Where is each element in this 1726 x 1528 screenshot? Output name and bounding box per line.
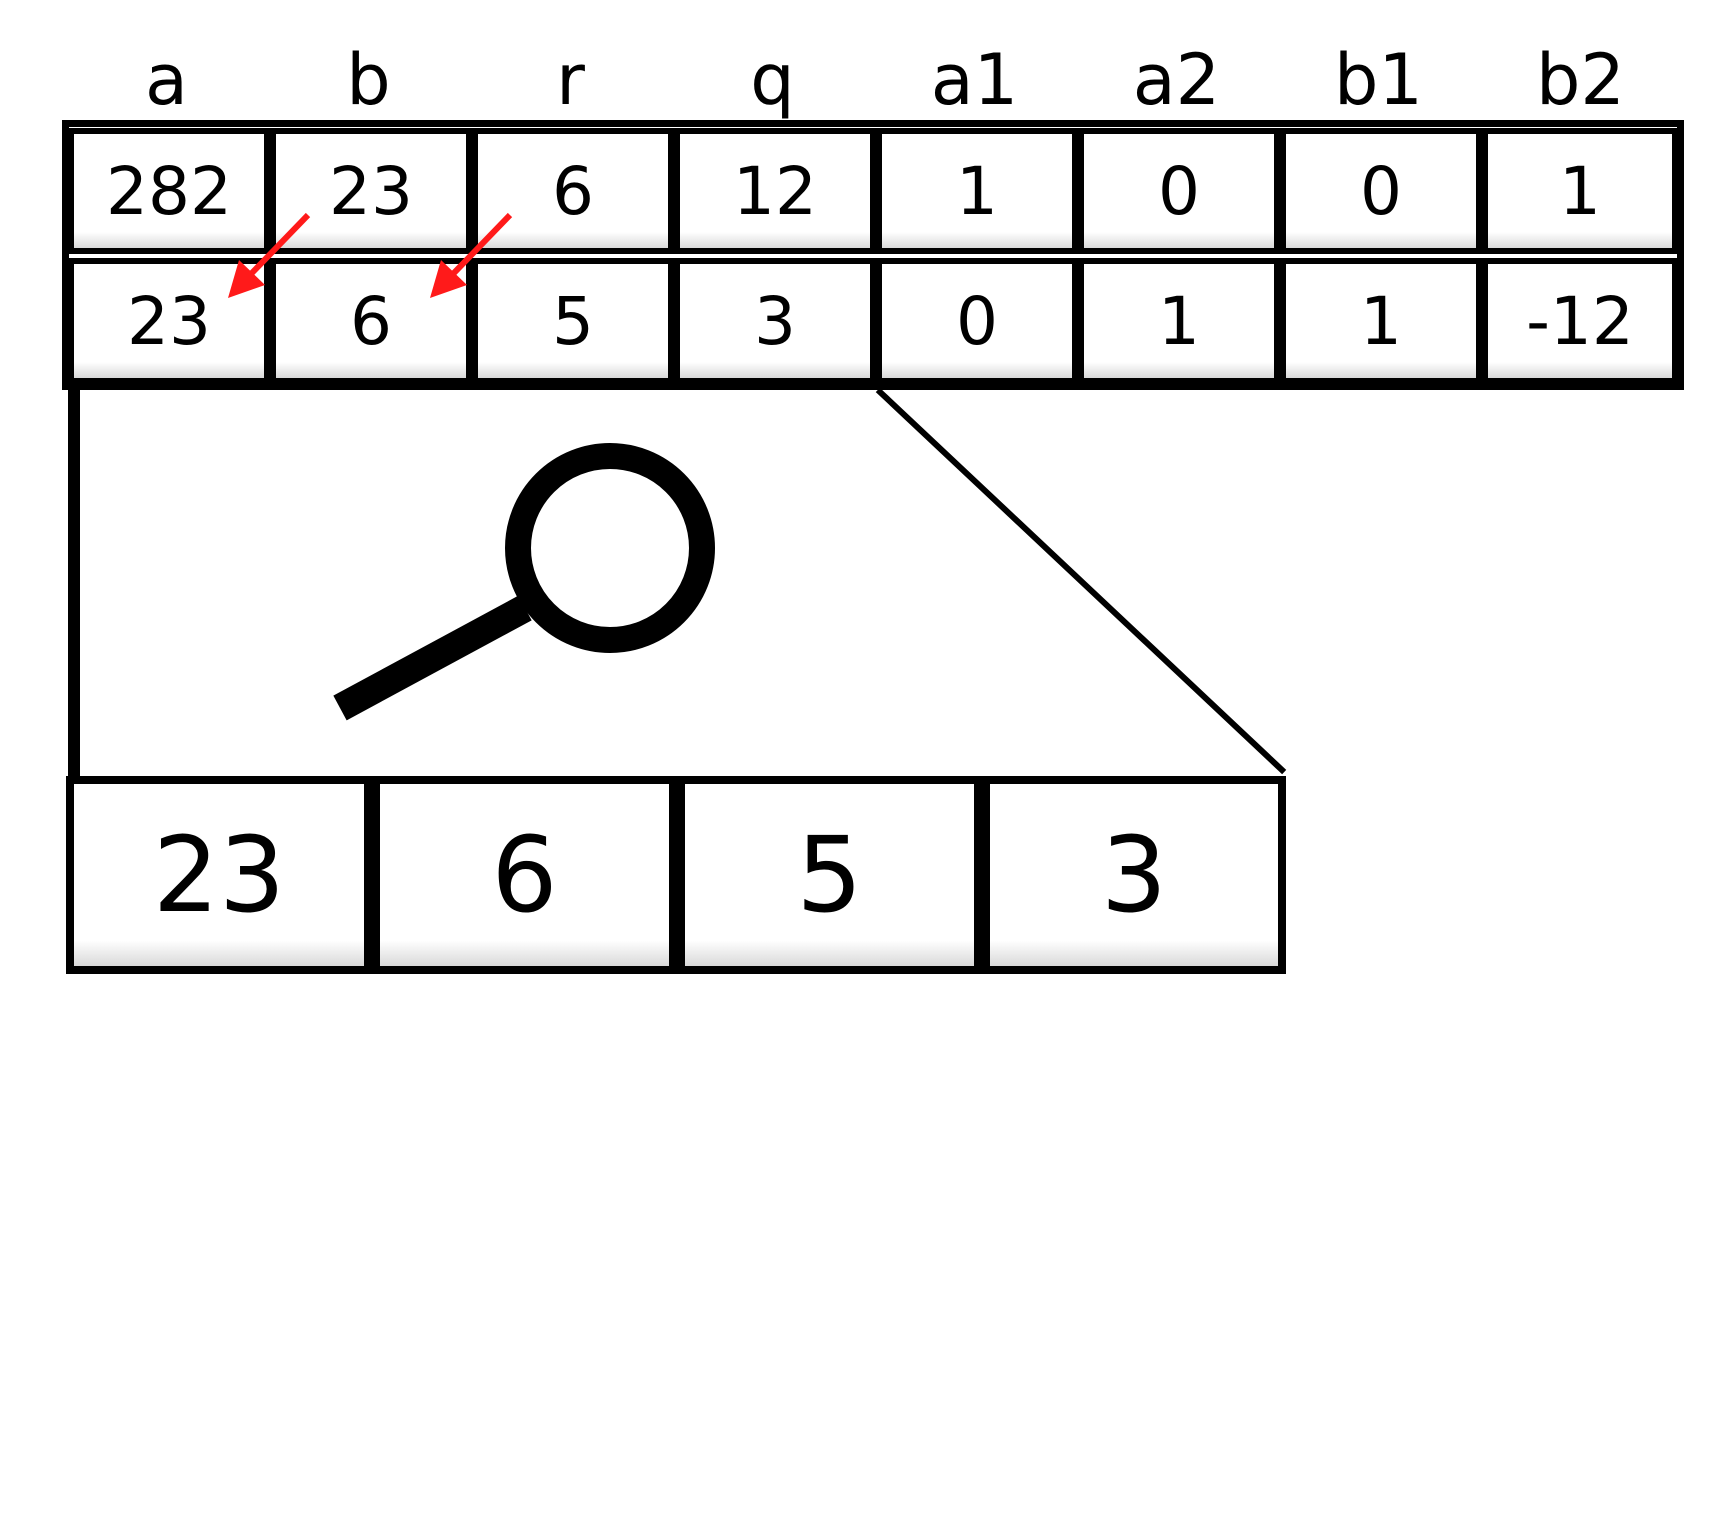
column-header-b1: b1 bbox=[1334, 39, 1423, 121]
table-cell-row2-b1: 1 bbox=[1280, 258, 1482, 384]
zoom-connector-line bbox=[875, 387, 1287, 775]
zoom-cell-3: 5 bbox=[677, 776, 982, 974]
table-cell-row1-b2: 1 bbox=[1482, 128, 1678, 254]
table-cell-row2-r: 5 bbox=[472, 258, 674, 384]
zoom-callout-left-edge bbox=[68, 384, 80, 784]
zoom-cell-4: 3 bbox=[982, 776, 1286, 974]
table-cell-row1-a: 282 bbox=[68, 128, 270, 254]
table-cell-row1-a2: 0 bbox=[1078, 128, 1280, 254]
table-cell-row2-a1: 0 bbox=[876, 258, 1078, 384]
column-header-a2: a2 bbox=[1132, 39, 1221, 121]
table-cell-row1-b1: 0 bbox=[1280, 128, 1482, 254]
column-header-a1: a1 bbox=[930, 39, 1019, 121]
magnifier-icon bbox=[333, 443, 715, 721]
table-cell-row1-a1: 1 bbox=[876, 128, 1078, 254]
table-cell-row2-b2: -12 bbox=[1482, 258, 1678, 384]
zoom-cell-1: 23 bbox=[66, 776, 372, 974]
arrow-icon bbox=[228, 212, 311, 298]
table-cell-row1-r: 6 bbox=[472, 128, 674, 254]
table-cell-row2-b: 6 bbox=[270, 258, 472, 384]
table-cell-row1-q: 12 bbox=[674, 128, 876, 254]
table-cell-row1-b: 23 bbox=[270, 128, 472, 254]
column-header-b2: b2 bbox=[1536, 39, 1625, 121]
arrow-icon bbox=[430, 212, 513, 298]
table-cell-row2-a2: 1 bbox=[1078, 258, 1280, 384]
column-header-q: q bbox=[750, 39, 795, 121]
column-header-a: a bbox=[145, 39, 188, 121]
column-header-b: b bbox=[346, 39, 391, 121]
table-cell-row2-q: 3 bbox=[674, 258, 876, 384]
column-header-r: r bbox=[556, 39, 585, 121]
zoom-cell-2: 6 bbox=[372, 776, 677, 974]
